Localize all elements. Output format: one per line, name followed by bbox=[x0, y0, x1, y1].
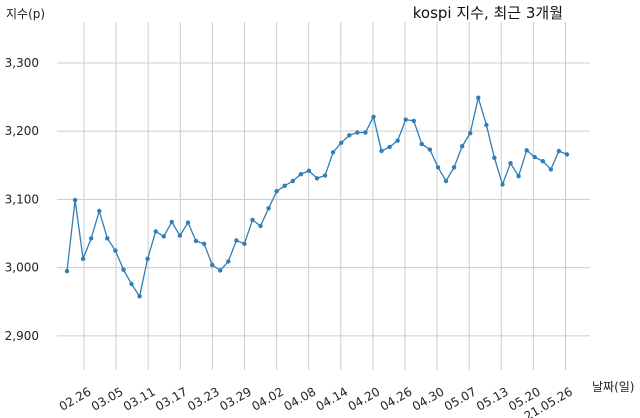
data-point bbox=[330, 150, 336, 155]
data-point bbox=[282, 183, 287, 188]
y-axis-ticks: 2,900 3,000 3,100 3,200 3,300 bbox=[5, 56, 39, 343]
data-point bbox=[540, 159, 545, 164]
data-point bbox=[355, 130, 360, 135]
data-point bbox=[564, 152, 570, 157]
x-tick-label: 03.23 bbox=[185, 384, 222, 413]
x-tick-label: 03.29 bbox=[217, 384, 254, 413]
x-tick-label: 04.20 bbox=[346, 384, 383, 413]
x-tick-label: 05.13 bbox=[474, 384, 511, 413]
data-point bbox=[460, 144, 465, 149]
data-point bbox=[500, 182, 505, 187]
data-point bbox=[185, 220, 191, 225]
data-point bbox=[258, 223, 263, 229]
data-point bbox=[548, 167, 554, 172]
data-point bbox=[242, 241, 247, 246]
data-point bbox=[169, 219, 174, 225]
data-point bbox=[468, 131, 473, 136]
data-point bbox=[89, 236, 94, 241]
data-point bbox=[443, 178, 449, 184]
data-point bbox=[395, 138, 400, 143]
y-tick-label: 3,200 bbox=[5, 124, 39, 138]
data-point bbox=[137, 294, 142, 299]
data-point bbox=[419, 141, 424, 147]
x-axis-ticks: 02.2603.0503.1103.1703.2303.2904.0204.08… bbox=[57, 384, 575, 418]
data-point bbox=[339, 140, 344, 145]
data-point bbox=[121, 267, 126, 272]
data-point bbox=[274, 189, 279, 194]
data-point bbox=[363, 130, 368, 135]
chart-title: kospi 지수, 최근 3개월 bbox=[413, 4, 563, 22]
x-axis-label: 날짜(일) bbox=[592, 380, 634, 394]
data-point bbox=[492, 155, 497, 160]
data-point bbox=[387, 144, 392, 150]
data-point bbox=[556, 148, 562, 154]
x-tick-label: 04.26 bbox=[378, 384, 415, 413]
data-point bbox=[250, 217, 255, 223]
data-point bbox=[371, 114, 376, 120]
x-tick-label: 05.07 bbox=[442, 384, 479, 413]
data-point bbox=[524, 148, 529, 153]
data-point bbox=[411, 118, 416, 124]
x-tick-label: 03.17 bbox=[153, 384, 190, 413]
x-tick-label: 02.26 bbox=[57, 384, 94, 413]
data-point bbox=[347, 133, 352, 138]
x-tick-label: 03.05 bbox=[89, 384, 126, 413]
data-point bbox=[314, 176, 320, 181]
y-tick-label: 3,100 bbox=[5, 192, 39, 206]
data-point bbox=[145, 256, 150, 261]
y-axis-label: 지수(p) bbox=[6, 7, 45, 21]
data-point bbox=[484, 122, 489, 128]
data-point bbox=[193, 238, 199, 244]
data-point bbox=[129, 281, 134, 287]
data-point bbox=[298, 172, 304, 177]
data-point bbox=[266, 206, 271, 211]
x-tick-label: 03.11 bbox=[121, 384, 158, 413]
data-point bbox=[113, 248, 118, 253]
data-point bbox=[508, 161, 513, 166]
data-point bbox=[403, 117, 408, 122]
data-point bbox=[80, 256, 86, 261]
data-point bbox=[153, 229, 158, 234]
series-layer bbox=[64, 95, 570, 299]
data-point bbox=[201, 241, 207, 246]
grid bbox=[57, 22, 590, 370]
data-point bbox=[177, 233, 183, 238]
data-point bbox=[218, 268, 223, 273]
data-point bbox=[210, 262, 215, 268]
data-point bbox=[435, 165, 441, 170]
data-point bbox=[379, 148, 384, 154]
kospi-series-line bbox=[66, 95, 568, 298]
y-tick-label: 3,000 bbox=[5, 261, 39, 275]
y-tick-label: 2,900 bbox=[5, 329, 39, 343]
data-point bbox=[105, 236, 110, 241]
data-point bbox=[226, 259, 231, 264]
data-point bbox=[72, 197, 78, 203]
data-point bbox=[322, 173, 328, 178]
data-point bbox=[451, 165, 457, 170]
x-tick-label: 04.08 bbox=[281, 384, 318, 413]
data-point bbox=[476, 95, 481, 100]
data-point bbox=[516, 174, 521, 179]
x-tick-label: 04.14 bbox=[314, 384, 351, 413]
data-point bbox=[64, 268, 70, 274]
x-tick-label: 04.30 bbox=[410, 384, 447, 413]
data-point bbox=[306, 168, 312, 173]
data-point bbox=[427, 147, 433, 152]
x-tick-label: 04.02 bbox=[249, 384, 286, 413]
data-point bbox=[290, 178, 295, 184]
data-point bbox=[97, 208, 102, 214]
y-tick-label: 3,300 bbox=[5, 56, 39, 70]
data-point bbox=[234, 238, 239, 243]
data-point bbox=[161, 234, 166, 239]
data-point bbox=[532, 154, 537, 160]
